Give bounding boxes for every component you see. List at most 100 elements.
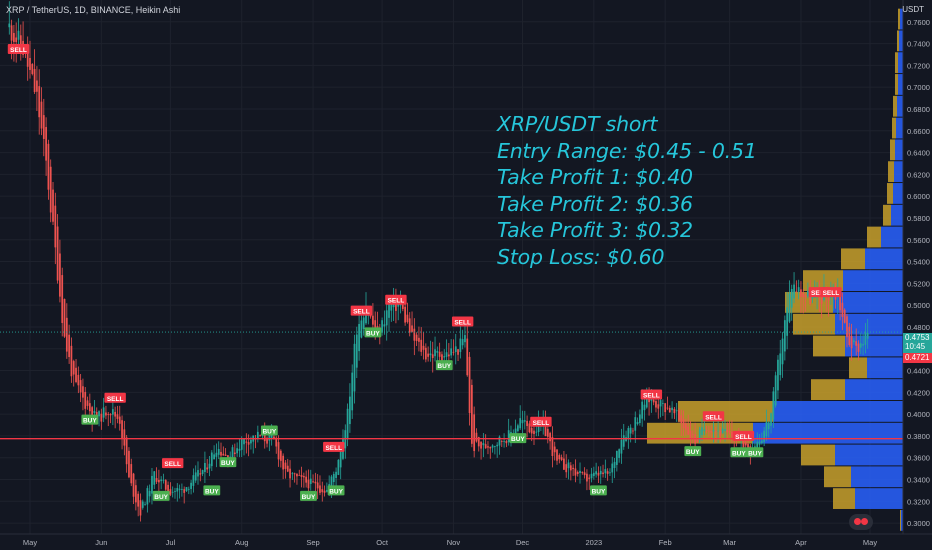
- candle-body: [286, 465, 289, 472]
- candle-body: [602, 472, 604, 475]
- candle-body: [445, 352, 448, 357]
- candle-body: [470, 384, 473, 444]
- candle-body: [620, 439, 623, 454]
- candle-body: [330, 476, 333, 488]
- candle-body: [415, 334, 418, 341]
- price-axis[interactable]: [903, 0, 932, 534]
- candle-body: [783, 320, 786, 352]
- candle-body: [638, 414, 641, 423]
- candle-body: [434, 349, 436, 357]
- candle-body: [77, 374, 80, 386]
- candle-body: [355, 334, 358, 368]
- candle-body: [319, 485, 321, 493]
- candle-body: [443, 356, 446, 358]
- sell-signal-label: SELL: [7, 44, 30, 55]
- candle-body: [763, 430, 766, 442]
- candle-body: [726, 430, 729, 433]
- price-tick-label: 0.4000: [907, 410, 930, 419]
- candle-body: [289, 468, 291, 479]
- time-tick-label: Mar: [723, 538, 736, 547]
- candle-body: [273, 436, 275, 439]
- vp-bar-up: [901, 509, 903, 531]
- candle-body: [8, 23, 11, 28]
- candle-body: [192, 475, 195, 486]
- candle-body: [321, 489, 324, 493]
- time-axis-ticks: May Jun Jul Aug Sep Oct Nov Dec 2023 Feb Mar Apr May: [23, 538, 877, 547]
- currency-label: USDT: [902, 5, 924, 14]
- last-price-tag: 0.4753 10:45: [903, 333, 932, 353]
- candle-body: [369, 314, 372, 317]
- candle-body: [806, 290, 809, 297]
- candle-body: [111, 409, 114, 415]
- candle-body: [528, 423, 531, 433]
- signal-label-text: SELL: [107, 396, 124, 403]
- candle-body: [569, 465, 572, 471]
- candle-body: [100, 413, 103, 422]
- candle-body: [556, 449, 558, 461]
- candle-body: [606, 471, 609, 474]
- candle-body: [105, 412, 107, 416]
- candle-body: [703, 429, 706, 432]
- candle-body: [496, 444, 499, 447]
- vp-bar-up: [900, 8, 903, 30]
- candle-body: [685, 423, 687, 430]
- candle-body: [650, 398, 653, 401]
- vp-bar-up: [898, 74, 903, 95]
- candle-body: [666, 407, 669, 409]
- candle-body: [238, 448, 241, 451]
- candle-body: [201, 470, 204, 474]
- tradingview-logo-icon[interactable]: [849, 514, 873, 530]
- candle-body: [657, 404, 660, 409]
- vp-bar-down: [867, 226, 881, 248]
- candle-body: [109, 414, 112, 416]
- trade-plan-annotation[interactable]: XRP/USDT short Entry Range: $0.45 - 0.51…: [497, 111, 757, 270]
- vp-bar-up: [865, 248, 903, 270]
- candle-body: [284, 462, 287, 469]
- candle-body: [519, 418, 522, 429]
- candle-body: [643, 404, 646, 411]
- candle-body: [169, 489, 172, 495]
- signal-label-text: BUY: [511, 436, 525, 443]
- candle-body: [75, 367, 77, 383]
- time-axis[interactable]: [0, 534, 932, 550]
- candle-body: [19, 35, 22, 47]
- candle-body: [59, 253, 61, 297]
- candle-body: [595, 471, 598, 475]
- vp-bar-down: [898, 8, 900, 30]
- symbol-legend[interactable]: XRP / TetherUS, 1D, BINANCE, Heikin Ashi: [6, 5, 181, 15]
- candle-body: [151, 475, 153, 494]
- candle-body: [418, 337, 420, 342]
- vp-bar-up: [855, 488, 903, 509]
- candle-body: [98, 411, 100, 417]
- candle-body: [484, 444, 487, 449]
- buy-signal-label: BUY: [590, 485, 607, 496]
- candle-body: [31, 63, 34, 74]
- candle-body: [247, 442, 250, 445]
- vp-bar-down: [888, 161, 894, 183]
- candle-body: [54, 205, 57, 248]
- candle-body: [339, 450, 342, 468]
- candle-body: [461, 339, 464, 346]
- candle-body: [864, 332, 867, 345]
- candle-body: [293, 473, 296, 475]
- candle-body: [332, 473, 335, 483]
- candle-body: [574, 468, 577, 476]
- sell-signal-label: SELL: [640, 389, 663, 400]
- vp-bar-up: [893, 183, 903, 204]
- candle-body: [314, 481, 317, 484]
- candle-body: [42, 115, 45, 139]
- candle-body: [830, 296, 832, 298]
- candle-body: [457, 349, 459, 355]
- price-tick-label: 0.3800: [907, 432, 930, 441]
- candle-body: [204, 462, 206, 472]
- sell-signal-label: SELL: [820, 287, 842, 298]
- candle-body: [701, 427, 703, 435]
- candle-body: [788, 293, 791, 322]
- candle-body: [459, 338, 462, 352]
- candle-body: [857, 343, 860, 352]
- candle-body: [45, 127, 47, 161]
- price-tick-label: 0.7600: [907, 18, 930, 27]
- candle-body: [664, 403, 667, 413]
- vp-bar-up: [895, 139, 903, 161]
